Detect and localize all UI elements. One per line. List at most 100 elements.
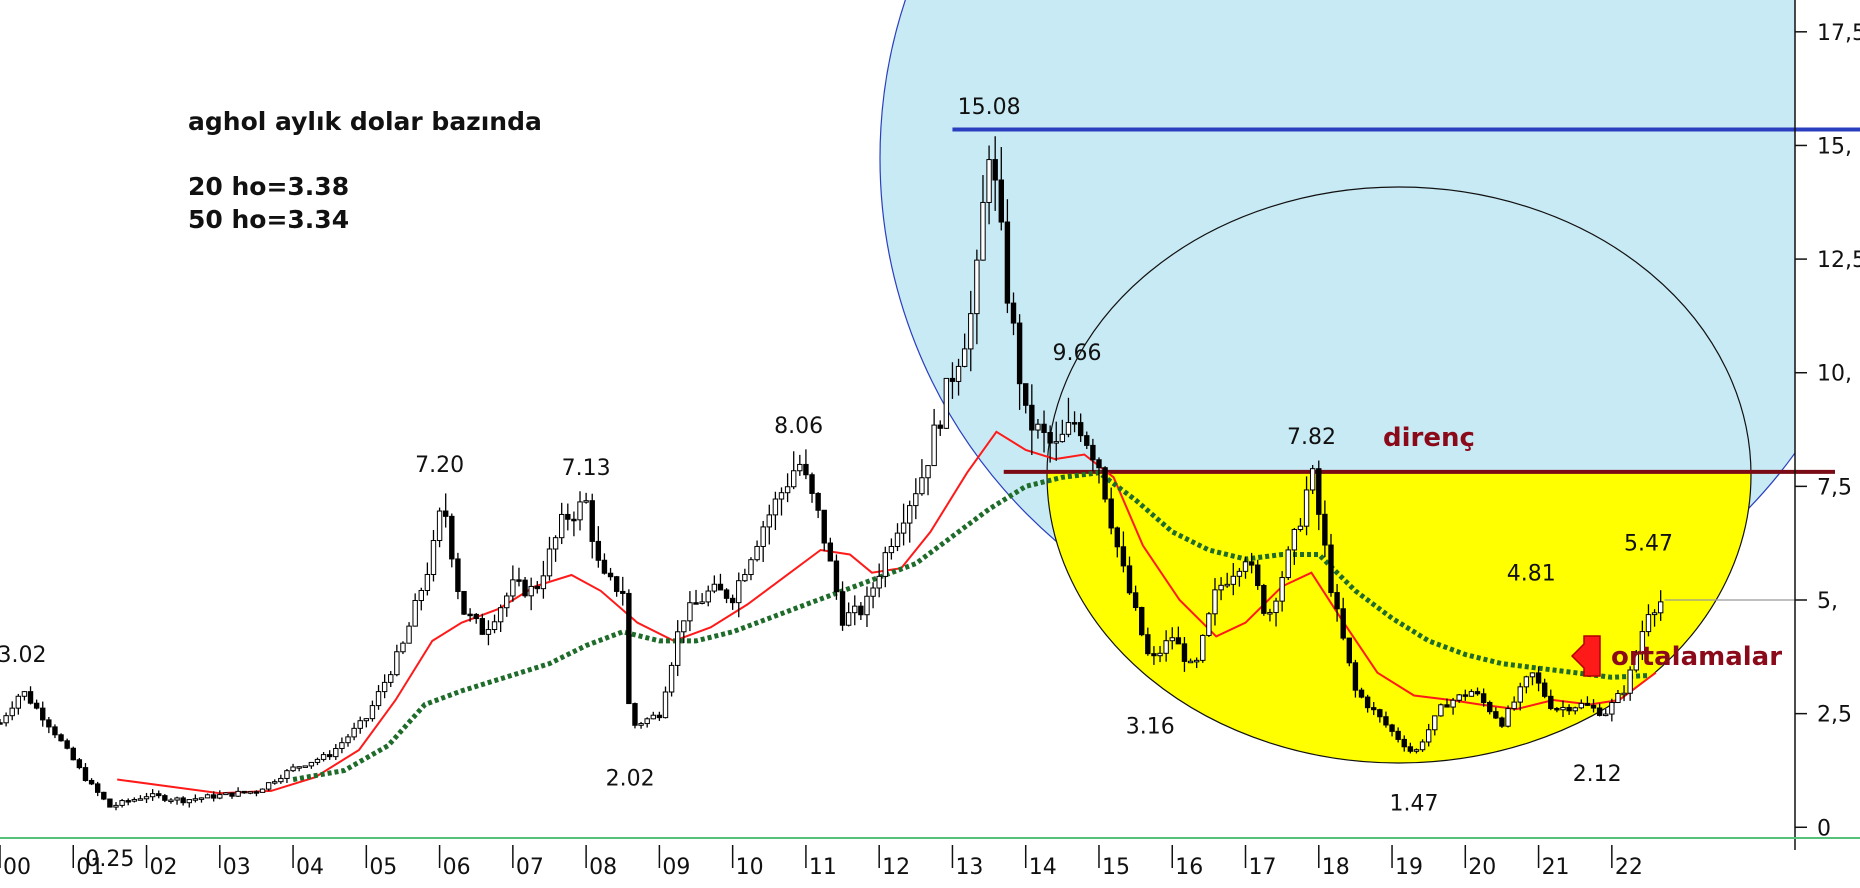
candle: [1139, 606, 1145, 637]
candle: [479, 613, 486, 635]
candle: [1554, 706, 1560, 713]
x-tick-label: 08: [589, 855, 617, 880]
x-tick-label: 03: [223, 855, 251, 880]
candle: [9, 701, 15, 721]
candle: [980, 175, 986, 261]
ma-20-line: [117, 430, 1657, 795]
candle: [394, 644, 400, 677]
candle: [192, 794, 199, 803]
peak-label: 7.20: [415, 453, 464, 478]
candle: [1261, 583, 1267, 616]
candle: [632, 702, 638, 729]
candle: [534, 581, 540, 594]
candle: [1456, 694, 1462, 703]
candle: [760, 520, 766, 563]
candle: [70, 746, 76, 761]
candle: [418, 587, 424, 611]
candle: [1358, 687, 1365, 699]
candle: [198, 797, 205, 803]
candle: [968, 290, 974, 372]
candle: [113, 802, 119, 811]
candle: [943, 377, 950, 429]
candle: [571, 511, 577, 537]
candle: [900, 503, 907, 546]
candle: [1090, 438, 1096, 472]
candle: [1132, 585, 1139, 611]
candle: [613, 575, 620, 597]
candle: [595, 526, 602, 568]
candle: [235, 787, 241, 797]
candle: [528, 577, 534, 611]
candle: [1444, 698, 1450, 708]
candle: [1096, 457, 1102, 484]
candle: [1419, 739, 1426, 752]
horizontal-lines: [952, 127, 1860, 474]
candle: [675, 620, 681, 677]
candle: [0, 719, 3, 725]
candle: [784, 473, 791, 503]
candle: [1187, 658, 1194, 664]
candle: [607, 567, 614, 581]
candle: [1603, 709, 1609, 717]
peak-label: 15.08: [958, 95, 1021, 120]
candle: [577, 491, 583, 531]
candle: [1627, 666, 1633, 701]
peak-label: 5.47: [1624, 532, 1673, 557]
candle: [119, 798, 125, 808]
candle: [1230, 563, 1236, 596]
candle: [1279, 571, 1285, 612]
candle: [693, 589, 699, 605]
candle: [217, 790, 223, 800]
candle: [1267, 608, 1273, 622]
candle: [497, 604, 504, 633]
candle: [253, 790, 260, 797]
candle: [656, 711, 663, 721]
candle: [290, 763, 296, 772]
candle: [1169, 627, 1175, 650]
candle: [711, 575, 718, 594]
candle: [1047, 425, 1053, 463]
peak-label: 8.06: [774, 414, 823, 439]
candle: [1389, 723, 1395, 737]
candle: [1621, 685, 1627, 702]
candle: [149, 789, 156, 801]
candle: [278, 774, 284, 784]
candle: [1432, 715, 1438, 736]
peak-label: 2.02: [606, 766, 655, 791]
candle: [156, 790, 162, 799]
candle: [1535, 666, 1542, 692]
yellow-bowl: [1047, 471, 1751, 763]
candle: [845, 602, 852, 627]
candle: [1102, 466, 1108, 503]
candle: [961, 333, 968, 368]
x-tick-label: 21: [1542, 855, 1570, 880]
candle: [650, 711, 656, 720]
peak-label: 0.25: [85, 847, 134, 872]
candle: [339, 737, 345, 754]
candle: [369, 700, 376, 722]
candle: [1071, 411, 1078, 433]
candle: [644, 717, 650, 728]
x-tick-label: 04: [296, 855, 324, 880]
candle: [638, 721, 644, 729]
y-tick-label: 15,: [1817, 134, 1852, 159]
x-tick-label: 22: [1615, 855, 1643, 880]
inner-ellipse: [1046, 186, 1752, 764]
candle: [400, 641, 406, 655]
candle: [1596, 703, 1603, 717]
candle: [88, 778, 95, 786]
candle: [1401, 735, 1407, 752]
candle: [723, 588, 730, 604]
candle: [436, 507, 443, 548]
candle: [1212, 578, 1218, 626]
resistance-annotation: direnç: [1383, 423, 1475, 453]
candle: [620, 576, 626, 606]
y-tick-label: 12,5: [1817, 248, 1860, 273]
peak-label: 4.81: [1507, 562, 1556, 587]
candle: [1615, 689, 1621, 704]
candle: [3, 712, 9, 727]
candle: [870, 582, 876, 609]
candle: [1633, 649, 1639, 673]
candle: [1487, 700, 1493, 715]
